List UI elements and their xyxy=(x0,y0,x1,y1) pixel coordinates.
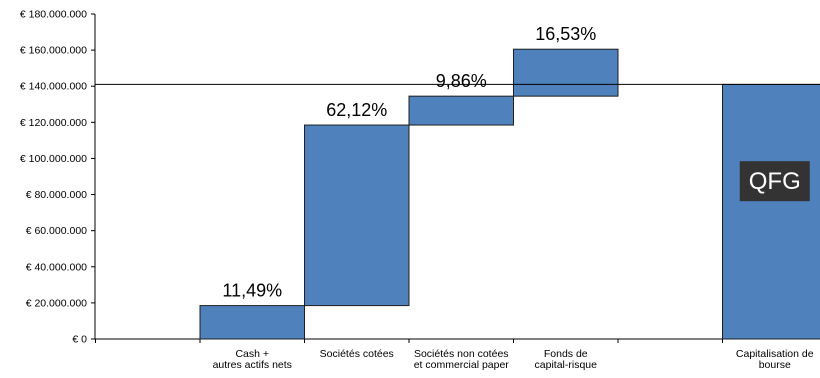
bar-0 xyxy=(199,305,305,340)
data-label-1: 62,12% xyxy=(326,100,387,120)
y-tick-label-7: € 140.000.000 xyxy=(20,81,87,93)
x-category-label-4-0: Capitalisation de xyxy=(736,348,814,360)
y-tick-label-4: € 80.000.000 xyxy=(26,189,87,201)
y-tick-label-5: € 100.000.000 xyxy=(20,153,87,165)
bar-3 xyxy=(513,48,619,97)
data-label-4: QFG xyxy=(749,168,801,195)
x-category-label-2-0: Sociétés non cotées xyxy=(414,348,509,360)
bar-4 xyxy=(722,83,820,340)
x-category-label-0-1: autres actifs nets xyxy=(213,359,292,371)
y-tick-label-0: € 0 xyxy=(72,334,87,346)
bar-2 xyxy=(408,95,514,126)
y-tick-label-6: € 120.000.000 xyxy=(20,117,87,129)
x-category-label-4-1: bourse xyxy=(759,359,791,371)
y-tick-label-3: € 60.000.000 xyxy=(26,225,87,237)
y-tick-label-2: € 40.000.000 xyxy=(26,261,87,273)
bar-1 xyxy=(304,124,410,307)
y-tick-label-9: € 180.000.000 xyxy=(20,9,87,21)
x-category-label-1-0: Sociétés cotées xyxy=(320,348,394,360)
y-tick-label-8: € 160.000.000 xyxy=(20,45,87,57)
y-tick-label-1: € 20.000.000 xyxy=(26,297,87,309)
x-category-label-0-0: Cash + xyxy=(235,348,269,360)
x-category-label-2-1: et commercial paper xyxy=(414,359,510,371)
data-label-2: 9,86% xyxy=(436,71,487,91)
data-label-3: 16,53% xyxy=(535,24,596,44)
x-category-label-3-1: capital-risque xyxy=(535,359,598,371)
x-category-label-3-0: Fonds de xyxy=(544,348,588,360)
data-label-box-4 xyxy=(739,161,810,202)
data-label-0: 11,49% xyxy=(222,281,282,301)
